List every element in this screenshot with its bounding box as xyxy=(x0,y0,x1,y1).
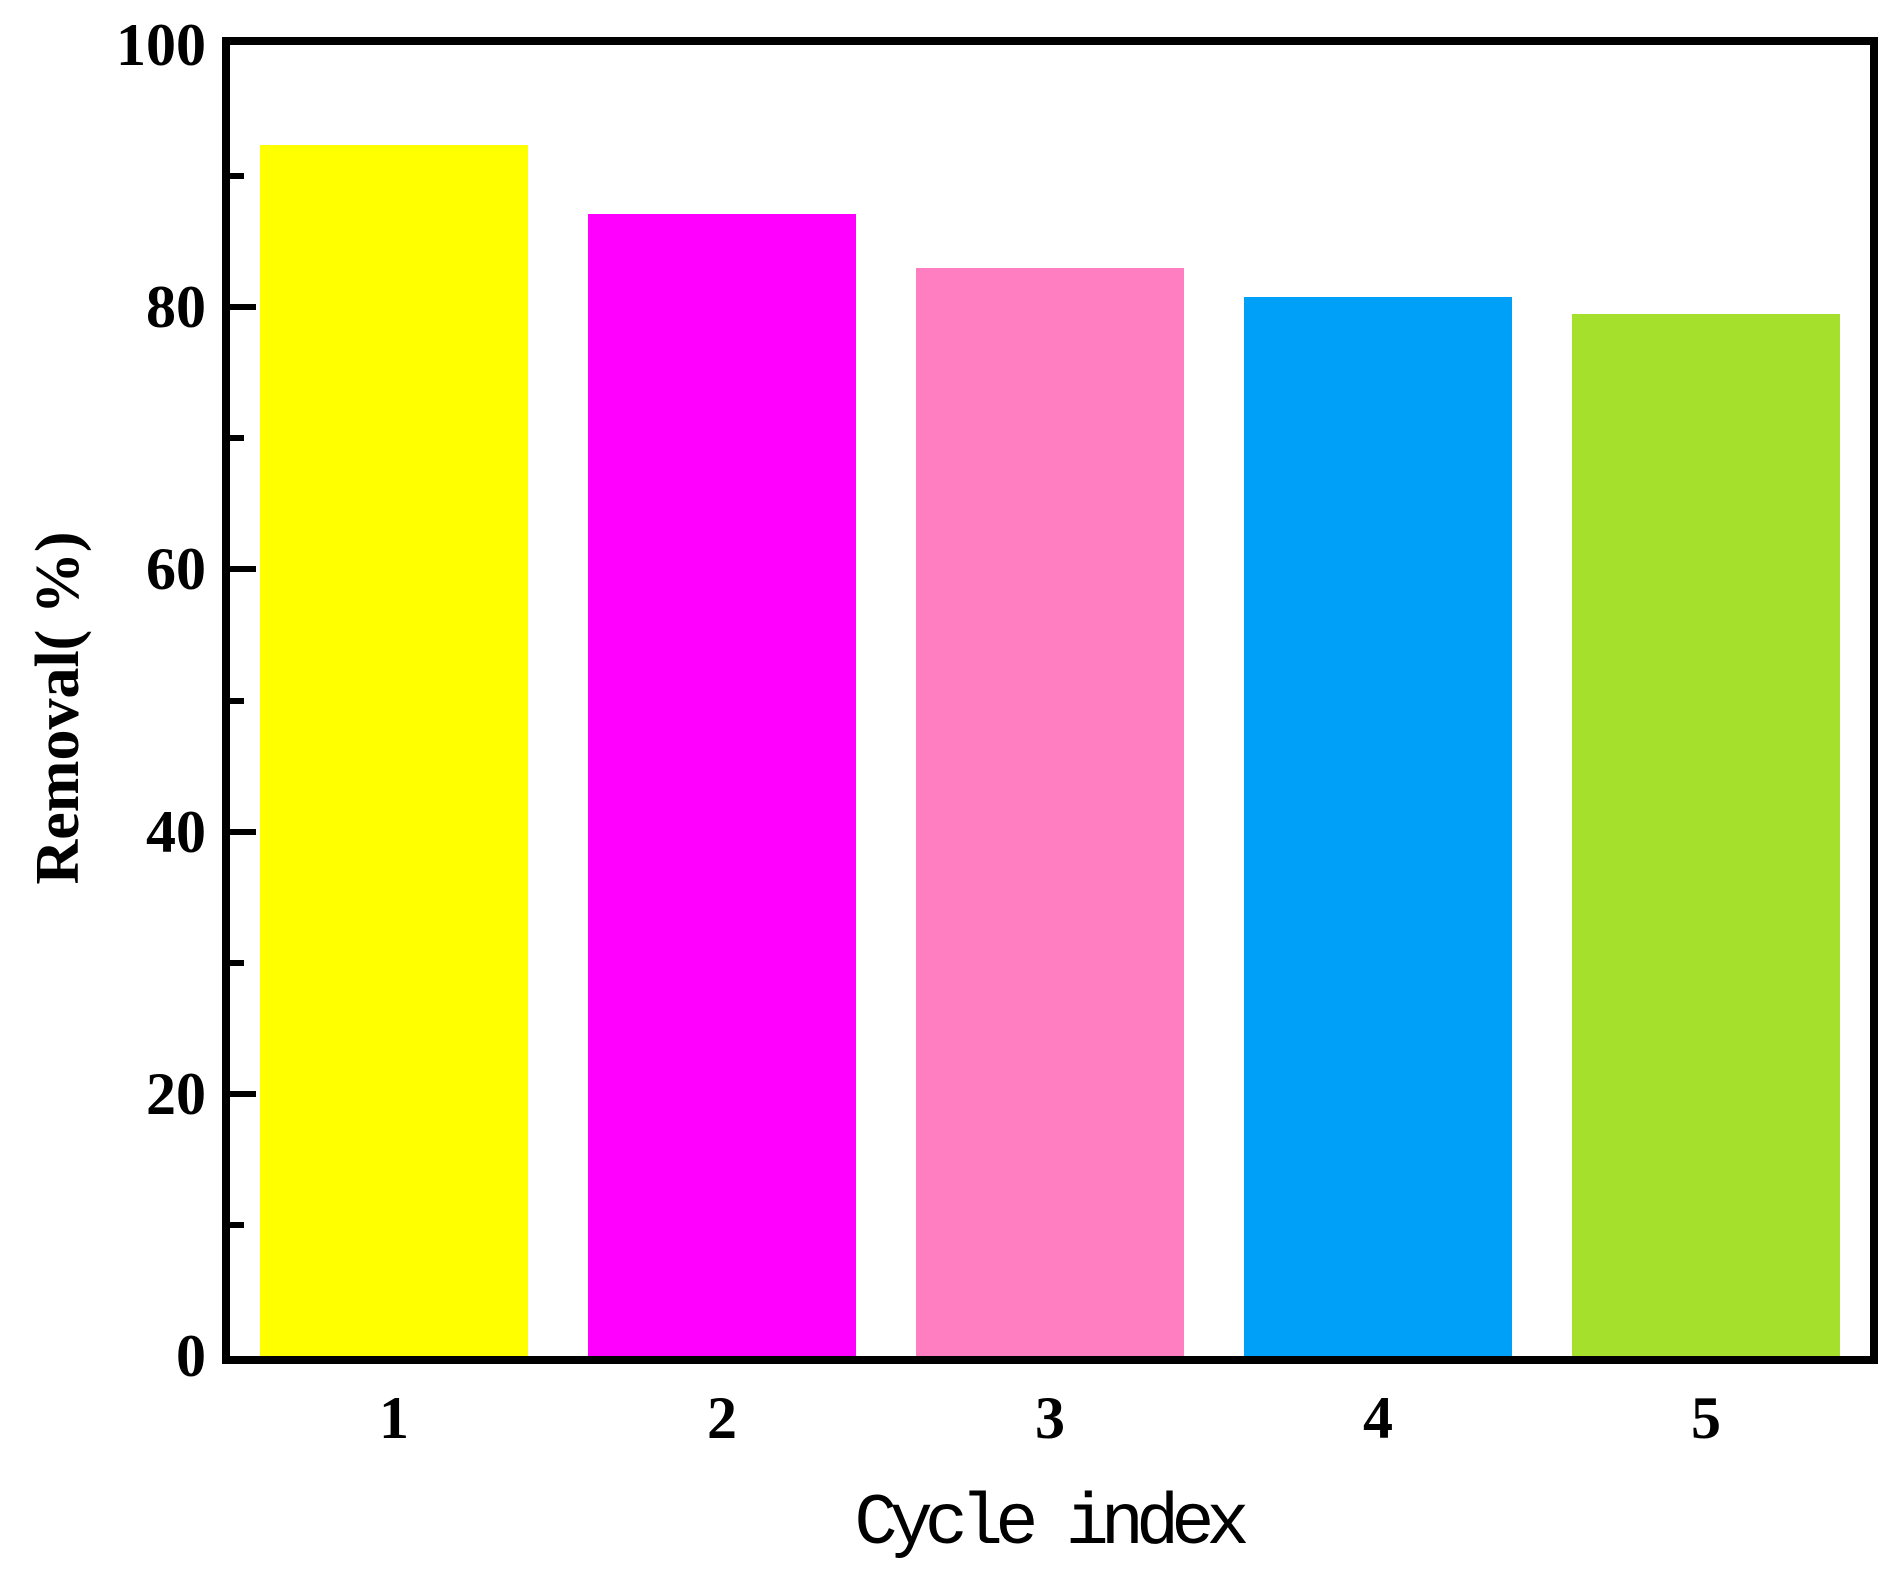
x-tick-label: 2 xyxy=(707,1385,737,1451)
y-tick-label: 100 xyxy=(116,12,206,78)
x-tick-label: 4 xyxy=(1363,1385,1393,1451)
y-minor-tick xyxy=(230,435,244,442)
bar-cycle-3 xyxy=(916,267,1184,1356)
x-tick-label: 1 xyxy=(379,1385,409,1451)
y-tick-label: 20 xyxy=(146,1060,206,1127)
y-major-tick xyxy=(230,566,256,573)
y-minor-tick xyxy=(230,1221,244,1228)
y-tick-label: 0 xyxy=(176,1323,206,1389)
y-major-tick xyxy=(230,828,256,835)
y-major-tick xyxy=(230,304,256,311)
bar-cycle-1 xyxy=(260,144,528,1356)
plot-inner xyxy=(230,45,1870,1356)
x-tick-label: 5 xyxy=(1691,1385,1721,1451)
y-axis-title: Removal( %) xyxy=(24,531,92,885)
plot-area xyxy=(222,37,1878,1364)
y-tick-label: 40 xyxy=(146,798,206,865)
bar-cycle-2 xyxy=(588,214,856,1356)
y-tick-label: 80 xyxy=(146,274,206,341)
y-major-tick xyxy=(230,1090,256,1097)
bar-cycle-5 xyxy=(1572,313,1840,1356)
y-tick-label: 60 xyxy=(146,536,206,603)
x-tick-label: 3 xyxy=(1035,1385,1065,1451)
bar-cycle-4 xyxy=(1244,296,1512,1356)
y-minor-tick xyxy=(230,173,244,180)
y-minor-tick xyxy=(230,959,244,966)
x-axis-title: Cycle index xyxy=(854,1483,1249,1565)
y-minor-tick xyxy=(230,697,244,704)
